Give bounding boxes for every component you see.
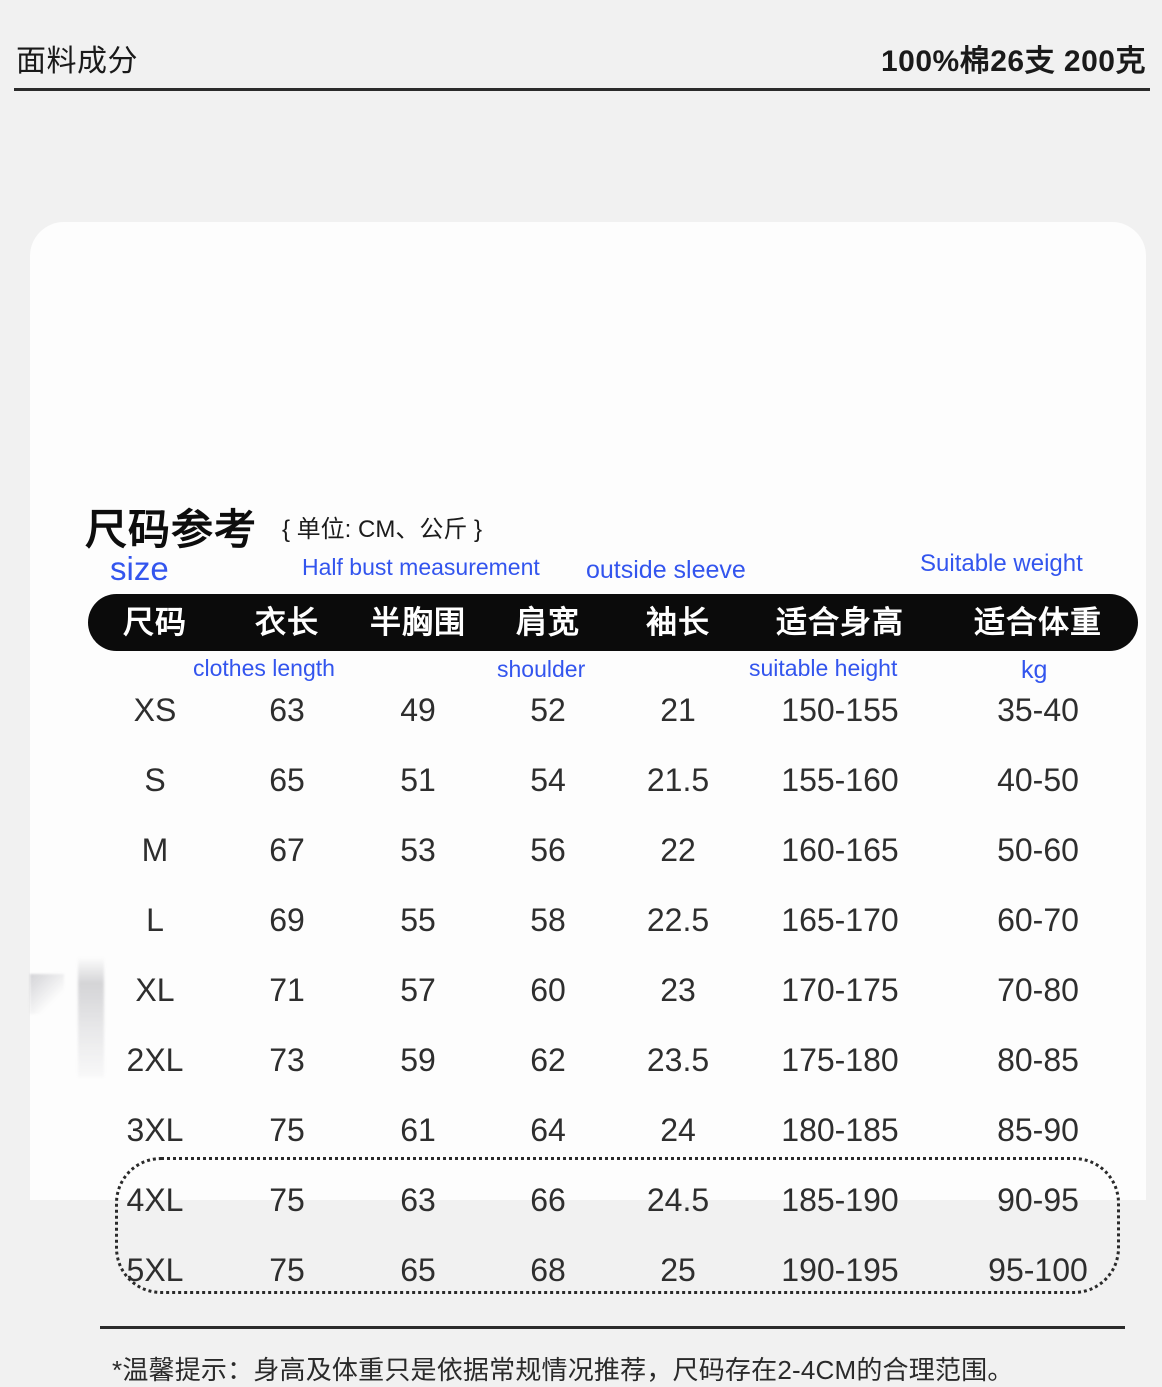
table-cell: 65: [269, 762, 305, 798]
table-cell: 73: [269, 1042, 305, 1078]
en-label-shoulder: shoulder: [497, 656, 586, 682]
table-cell: 57: [400, 972, 436, 1008]
table-cell: 24: [660, 1112, 696, 1148]
table-cell: 75: [269, 1182, 305, 1218]
table-cell: 69: [269, 902, 305, 938]
size-label-cell: L: [146, 902, 164, 938]
table-row: 3XL 75 61 64 24 180-185 85-90: [88, 1095, 1138, 1165]
table-cell: 59: [400, 1042, 436, 1078]
table-cell: 68: [530, 1252, 566, 1288]
table-cell: 24.5: [646, 1182, 710, 1218]
table-cell: 64: [530, 1112, 566, 1148]
column-header-4: 肩宽: [516, 605, 580, 640]
table-cell: 85-90: [997, 1112, 1079, 1148]
column-header-2: 衣长: [255, 605, 319, 640]
unit-note: { 单位: CM、公斤 }: [282, 516, 483, 543]
table-row: 4XL 75 63 66 24.5 185-190 90-95: [88, 1165, 1138, 1235]
en-label-clothes-length: clothes length: [193, 655, 335, 681]
table-cell: 22: [660, 832, 696, 868]
table-cell: 21: [660, 692, 696, 728]
table-cell: 150-155: [781, 692, 899, 728]
table-cell: 49: [400, 692, 436, 728]
table-cell: 52: [530, 692, 566, 728]
size-label-cell: S: [144, 762, 166, 798]
table-cell: 75: [269, 1252, 305, 1288]
watermark-corner-fold: [30, 974, 64, 1014]
column-header-3: 半胸围: [370, 605, 466, 640]
table-row: L 69 55 58 22.5 165-170 60-70: [88, 885, 1138, 955]
table-row: XL 71 57 60 23 170-175 70-80: [88, 955, 1138, 1025]
table-cell: 165-170: [781, 902, 899, 938]
size-reference-card: 尺码参考 { 单位: CM、公斤 } size Half bust measur…: [30, 222, 1146, 1385]
size-table-header-row: 尺码 衣长 半胸围 肩宽 袖长 适合身高 适合体重: [88, 594, 1138, 651]
table-cell: 71: [269, 972, 305, 1008]
table-cell: 90-95: [997, 1182, 1079, 1218]
en-label-outside-sleeve: outside sleeve: [586, 556, 746, 584]
en-label-size: size: [110, 550, 169, 587]
size-label-cell: XL: [135, 972, 175, 1008]
column-header-7: 适合体重: [974, 605, 1102, 640]
table-cell: 61: [400, 1112, 436, 1148]
fabric-composition-label: 面料成分: [16, 45, 138, 78]
table-cell: 67: [269, 832, 305, 868]
fabric-composition-value: 100%棉26支 200克: [881, 45, 1146, 78]
table-cell: 66: [530, 1182, 566, 1218]
table-cell: 25: [660, 1252, 696, 1288]
size-label-cell: M: [141, 832, 169, 868]
table-cell: 155-160: [781, 762, 899, 798]
size-label-cell: 2XL: [126, 1042, 184, 1078]
table-cell: 23.5: [646, 1042, 710, 1078]
footer-note: *温馨提示：身高及体重只是依据常规情况推荐，尺码存在2-4CM的合理范围。: [112, 1355, 1014, 1385]
en-label-suitable-weight: Suitable weight: [920, 550, 1083, 577]
table-cell: 21.5: [646, 762, 710, 798]
table-cell: 160-165: [781, 832, 899, 868]
table-row: 2XL 73 59 62 23.5 175-180 80-85: [88, 1025, 1138, 1095]
table-cell: 60: [530, 972, 566, 1008]
table-row: M 67 53 56 22 160-165 50-60: [88, 815, 1138, 885]
table-row: XS 63 49 52 21 150-155 35-40: [88, 675, 1138, 745]
table-cell: 54: [530, 762, 566, 798]
table-cell: 70-80: [997, 972, 1079, 1008]
table-cell: 185-190: [781, 1182, 899, 1218]
table-cell: 60-70: [997, 902, 1079, 938]
table-cell: 175-180: [781, 1042, 899, 1078]
table-cell: 63: [269, 692, 305, 728]
fabric-composition-bar: 面料成分 100%棉26支 200克: [0, 0, 1162, 91]
table-cell: 50-60: [997, 832, 1079, 868]
column-header-6: 适合身高: [776, 605, 904, 640]
size-label-cell: XS: [133, 692, 177, 728]
column-header-1: 尺码: [123, 605, 187, 640]
table-cell: 40-50: [997, 762, 1079, 798]
table-cell: 170-175: [781, 972, 899, 1008]
fabric-divider: [14, 88, 1150, 91]
table-cell: 75: [269, 1112, 305, 1148]
size-label-cell: 5XL: [126, 1252, 184, 1288]
table-cell: 55: [400, 902, 436, 938]
page-title: 尺码参考: [85, 506, 258, 553]
footer-divider: [100, 1326, 1125, 1329]
table-cell: 95-100: [988, 1252, 1088, 1288]
table-cell: 22.5: [646, 902, 710, 938]
table-cell: 65: [400, 1252, 436, 1288]
table-row: 5XL 75 65 68 25 190-195 95-100: [88, 1235, 1138, 1305]
table-cell: 63: [400, 1182, 436, 1218]
table-cell: 56: [530, 832, 566, 868]
column-header-5: 袖长: [646, 605, 710, 640]
table-cell: 23: [660, 972, 696, 1008]
table-row: S 65 51 54 21.5 155-160 40-50: [88, 745, 1138, 815]
table-cell: 35-40: [997, 692, 1079, 728]
en-label-half-bust: Half bust measurement: [302, 554, 540, 580]
table-cell: 51: [400, 762, 436, 798]
table-cell: 58: [530, 902, 566, 938]
table-cell: 180-185: [781, 1112, 899, 1148]
en-label-suitable-height: suitable height: [749, 655, 898, 681]
table-cell: 80-85: [997, 1042, 1079, 1078]
size-label-cell: 3XL: [126, 1112, 184, 1148]
en-label-kg: kg: [1021, 656, 1048, 684]
size-label-cell: 4XL: [126, 1182, 184, 1218]
table-cell: 190-195: [781, 1252, 899, 1288]
table-cell: 62: [530, 1042, 566, 1078]
table-cell: 53: [400, 832, 436, 868]
